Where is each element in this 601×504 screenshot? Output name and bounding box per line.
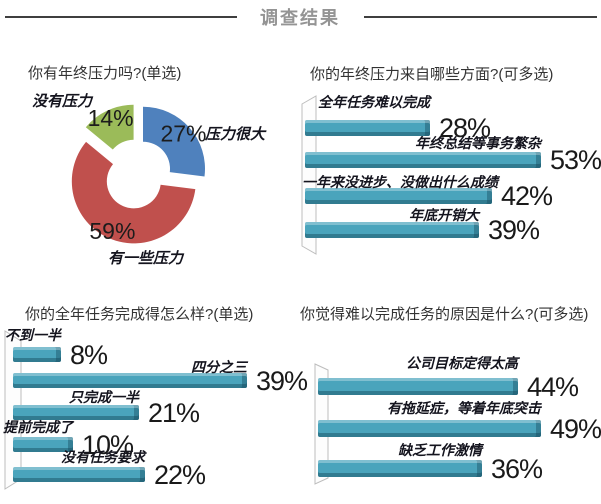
bar-category-label: 提前完成了 [3,421,73,436]
bar-category-label: 年底开销大 [409,209,479,224]
chart-title: 你的全年任务完成得怎么样?(单选) [25,306,254,323]
bar-category-label: 不到一半 [5,329,61,344]
bar [305,188,492,204]
bar [318,420,541,437]
bar-value-label: 49% [550,414,601,444]
donut-value-label: 14% [88,105,134,131]
bar [13,405,139,420]
chart-year-end-pressure-donut: 你有年终压力吗?(单选) 27% 59% 14% 压力很大有一些压力 没有压力 [0,55,300,303]
chart-failure-reasons-bars: 你觉得难以完成任务的原因是什么?(可多选) 公司目标定得太高 44% 有拖延症，等着… [300,300,601,504]
donut-slice [143,106,205,177]
bar [305,152,541,168]
bar [305,222,479,238]
bar-plot: 公司目标定得太高 44% 有拖延症，等着年底突击 49% 缺乏工作激情 36% [300,300,601,504]
bar-category-label: 四分之三 [191,361,247,376]
donut-value-label: 27% [160,120,206,146]
bar-category-label: 缺乏工作激情 [398,444,482,459]
bar-category-label: 全年任务难以完成 [318,96,430,111]
chart-pressure-sources-bars: 你的年终压力来自哪些方面?(可多选) 全年任务难以完成 28% 年终总结等事务繁杂 5… [300,60,601,260]
bar [13,467,145,482]
bar-value-label: 39% [488,215,540,245]
bar [318,460,482,477]
bar-category-label: 一年来没进步、没做出什么成绩 [302,176,498,191]
bar [305,120,430,136]
bar-plot: 全年任务难以完成 28% 年终总结等事务繁杂 53% 一年来没进步、没做出什么成绩 42%… [300,60,601,260]
bar-value-label: 8% [70,340,108,370]
bar-category-label: 年终总结等事务繁杂 [415,137,541,152]
bar-value-label: 44% [527,372,579,402]
bar-category-label: 有拖延症，等着年底突击 [387,402,541,417]
bar-value-label: 36% [491,454,543,484]
bar-value-label: 22% [154,460,206,490]
bar-category-label: 只完成一半 [69,391,139,406]
bar-value-label: 42% [501,181,553,211]
donut-chart: 27% 59% 14% [71,104,207,244]
page-title: 调查结果 [260,8,340,28]
bar-value-label: 28% [439,113,491,143]
donut-plot: 27% 59% 14% 压力很大有一些压力 没有压力 [0,55,300,303]
donut-category-label: 压力很大 [205,127,266,143]
divider-line-left [5,16,237,18]
bar [13,437,73,452]
chart-title: 你的年终压力来自哪些方面?(可多选) [310,66,554,83]
bar-category-label: 没有任务要求 [61,451,145,466]
donut-value-label: 59% [89,218,135,244]
divider-line-right [364,16,597,18]
bar-value-label: 53% [550,145,601,175]
chart-title: 你觉得难以完成任务的原因是什么?(可多选) [300,306,589,323]
bar-value-label: 10% [82,430,134,460]
bar-value-label: 21% [148,398,200,428]
chart-title: 你有年终压力吗?(单选) [28,65,182,82]
bar-value-label: 39% [256,366,308,396]
chart-task-completion-bars: 你的全年任务完成得怎么样?(单选) 不到一半 8% 四分之三 39% 只完成一半 21% 提… [0,300,308,496]
bar [13,347,61,362]
donut-slice [71,141,196,244]
bar [13,373,247,388]
bar-category-label: 公司目标定得太高 [406,357,518,372]
donut-category-label: 有一些压力 [108,251,184,267]
donut-category-label: 没有压力 [32,94,93,110]
donut-slice [85,104,134,150]
header: 调查结果 [0,0,601,34]
bar [318,378,518,395]
bar-plot: 不到一半 8% 四分之三 39% 只完成一半 21% 提前完成了 10% 没有任务要求 22% [0,300,308,496]
